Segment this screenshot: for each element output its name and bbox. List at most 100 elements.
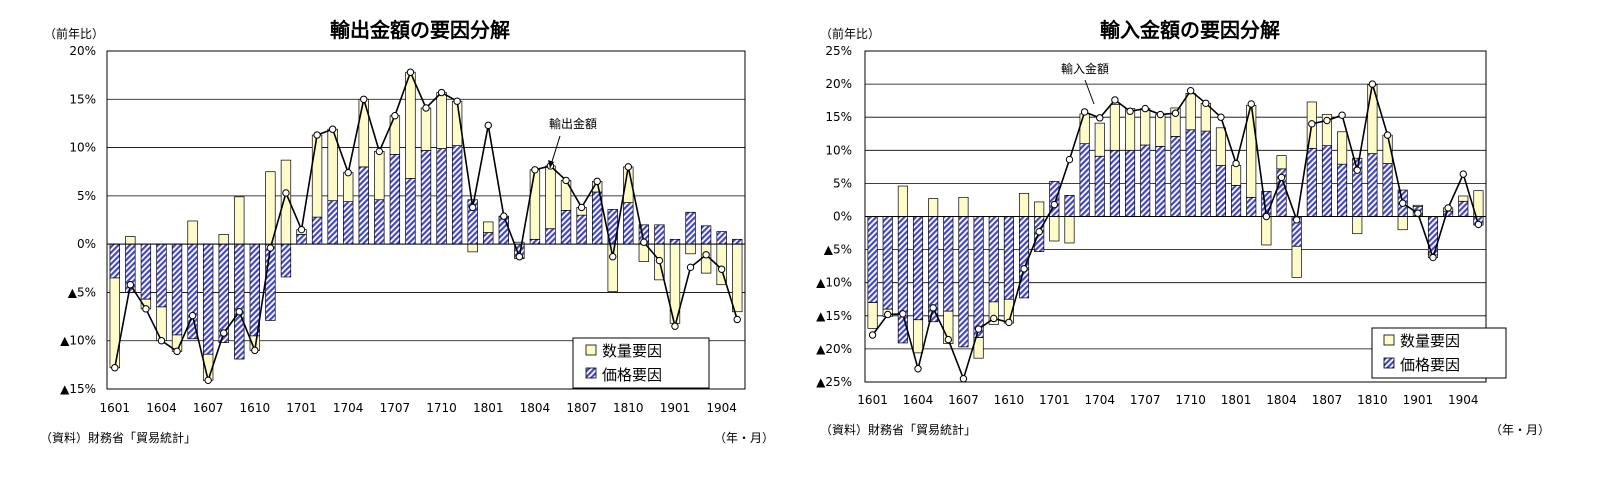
price-bar bbox=[958, 216, 969, 348]
total-point bbox=[914, 365, 922, 373]
price-bar bbox=[1018, 216, 1030, 299]
x-tick-label: 1710 bbox=[426, 401, 457, 415]
price-bar bbox=[1079, 143, 1090, 217]
total-point bbox=[422, 104, 430, 112]
quantity-bar bbox=[483, 221, 494, 233]
price-bar bbox=[1367, 153, 1378, 217]
quantity-bar bbox=[912, 319, 924, 354]
total-point bbox=[1444, 204, 1452, 212]
x-tick-label: 1801 bbox=[1221, 393, 1252, 407]
quantity-bar bbox=[374, 151, 385, 201]
total-point bbox=[1353, 166, 1361, 174]
price-bar bbox=[685, 211, 696, 245]
quantity-bar bbox=[1231, 165, 1242, 186]
total-point bbox=[593, 177, 601, 186]
price-bar bbox=[545, 228, 556, 245]
y-tick-label: ▲25% bbox=[816, 375, 852, 389]
price-bar bbox=[140, 243, 152, 300]
quantity-bar bbox=[973, 337, 984, 359]
chart-title: 輸出金額の要因分解 bbox=[330, 18, 510, 42]
price-bar bbox=[374, 199, 385, 245]
total-point bbox=[1247, 100, 1255, 108]
total-point bbox=[531, 166, 539, 174]
total-point bbox=[1308, 120, 1316, 128]
y-tick-label: ▲10% bbox=[60, 334, 96, 348]
price-bar bbox=[1094, 155, 1105, 217]
total-point bbox=[959, 374, 968, 383]
total-point bbox=[1065, 155, 1074, 164]
total-point bbox=[375, 147, 384, 156]
price-bar bbox=[700, 225, 712, 245]
price-bar bbox=[912, 216, 924, 321]
total-point bbox=[1096, 114, 1104, 122]
x-tick-label: 1601 bbox=[857, 393, 888, 407]
y-tick-label: 0% bbox=[833, 210, 852, 224]
bars bbox=[867, 84, 1484, 359]
price-bar bbox=[171, 243, 183, 336]
total-point bbox=[929, 304, 937, 312]
price-bar bbox=[1382, 163, 1393, 217]
quantity-bar bbox=[218, 234, 229, 245]
total-point bbox=[1368, 80, 1377, 88]
total-point bbox=[157, 337, 166, 345]
quantity-bar bbox=[1140, 108, 1151, 146]
quantity-bar bbox=[311, 134, 323, 218]
y-ticks: ▲15% ▲10% ▲5% 0% 5% 10% 15% 20% bbox=[60, 44, 96, 396]
price-bar bbox=[311, 216, 323, 245]
quantity-bar bbox=[1215, 127, 1226, 166]
price-bar bbox=[1321, 145, 1333, 217]
total-point bbox=[1323, 116, 1331, 125]
price-bar bbox=[343, 201, 354, 245]
x-axis-unit: （年・月） bbox=[1490, 423, 1550, 437]
quantity-bar bbox=[1261, 216, 1272, 246]
x-axis-unit: （年・月） bbox=[714, 431, 774, 445]
quantity-bar bbox=[467, 243, 478, 253]
price-bar bbox=[1185, 129, 1196, 217]
price-bar bbox=[1170, 136, 1181, 217]
x-tick-label: 1701 bbox=[286, 401, 317, 415]
x-ticks: 1601 1604 1607 1610 1701 1704 1707 1710 1801 1804… bbox=[857, 393, 1478, 407]
source-note: （資料）財務省「貿易統計」 bbox=[40, 430, 196, 445]
legend-label-quantity: 数量要因 bbox=[1400, 332, 1460, 350]
total-point bbox=[899, 310, 907, 318]
quantity-bar bbox=[1185, 93, 1196, 131]
y-tick-label: 5% bbox=[833, 176, 852, 190]
legend: 数量要因 価格要因 bbox=[572, 337, 710, 389]
price-bar bbox=[1246, 196, 1257, 217]
y-tick-label: ▲20% bbox=[816, 342, 852, 356]
total-point bbox=[884, 310, 892, 319]
legend-label-price: 価格要因 bbox=[1400, 356, 1460, 374]
y-tick-label: 0% bbox=[77, 237, 96, 251]
y-tick-label: 5% bbox=[77, 189, 96, 203]
total-point bbox=[1020, 265, 1028, 273]
x-tick-label: 1610 bbox=[240, 401, 271, 415]
quantity-bar bbox=[1397, 216, 1408, 231]
quantity-bar bbox=[1170, 107, 1181, 137]
x-tick-label: 1807 bbox=[1312, 393, 1343, 407]
y-tick-label: 10% bbox=[825, 143, 852, 157]
price-bar bbox=[1306, 147, 1317, 217]
price-bar bbox=[389, 153, 401, 245]
price-bar bbox=[1215, 165, 1226, 217]
total-point bbox=[1398, 199, 1407, 207]
quantity-bar bbox=[420, 107, 432, 151]
legend-swatch-quantity bbox=[1383, 334, 1395, 346]
total-point bbox=[360, 95, 368, 103]
price-bar bbox=[451, 145, 463, 245]
y-tick-label: ▲5% bbox=[68, 285, 96, 299]
total-point bbox=[437, 88, 446, 97]
price-bar bbox=[327, 200, 338, 245]
total-point bbox=[1429, 253, 1437, 262]
price-bar bbox=[1231, 185, 1242, 217]
total-point bbox=[297, 225, 306, 234]
price-bar bbox=[202, 243, 214, 355]
total-point bbox=[453, 97, 461, 105]
price-bar bbox=[109, 243, 120, 279]
quantity-bar bbox=[1049, 216, 1060, 242]
quantity-bar bbox=[958, 196, 969, 217]
chart-title: 輸入金額の要因分解 bbox=[1100, 18, 1280, 42]
quantity-bar bbox=[867, 302, 878, 329]
x-tick-label: 1804 bbox=[1266, 393, 1297, 407]
quantity-bar bbox=[897, 185, 908, 217]
total-point bbox=[1080, 108, 1089, 116]
